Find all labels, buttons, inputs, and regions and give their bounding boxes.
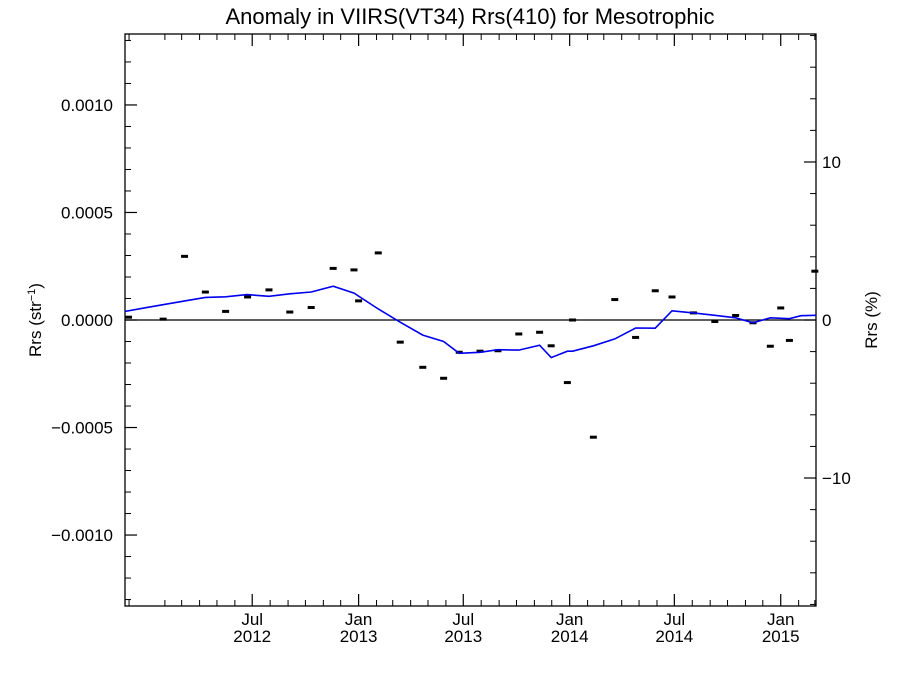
x-tick-month: Jul (452, 610, 474, 629)
data-point (440, 376, 448, 380)
data-point (329, 266, 337, 270)
y2-tick-label: −10 (822, 469, 851, 488)
data-point (201, 290, 209, 294)
plot-axes (124, 33, 817, 607)
series-line (124, 285, 817, 359)
x-tick-month: Jan (556, 610, 583, 629)
data-point (455, 350, 463, 354)
axis-ticks: 0.0010 0.0005 0.0000 −0.0005 −0.0010 10 0 −10 Ju… (51, 34, 851, 646)
x-tick-month: Jul (663, 610, 685, 629)
data-point (124, 315, 132, 319)
data-point (651, 289, 659, 293)
x-tick-month: Jul (241, 610, 263, 629)
data-point (766, 344, 774, 348)
x-tick-year: 2014 (655, 627, 693, 646)
data-point (547, 344, 555, 348)
data-point (811, 269, 819, 273)
x-tick-month: Jan (767, 610, 794, 629)
data-point (569, 318, 577, 322)
y-tick-label: −0.0005 (51, 419, 113, 438)
x-tick-month: Jan (345, 610, 372, 629)
y-tick-label: 0.0010 (61, 96, 113, 115)
y2-axis-label: Rrs (%) (862, 291, 881, 349)
data-point (396, 340, 404, 344)
chart-title: Anomaly in VIIRS(VT34) Rrs(410) for Meso… (225, 4, 714, 29)
data-point (159, 317, 167, 321)
y2-tick-label: 10 (822, 153, 841, 172)
data-point (563, 381, 571, 385)
x-tick-year: 2013 (340, 627, 378, 646)
data-point (419, 365, 427, 369)
x-tick-year: 2013 (444, 627, 482, 646)
data-point (711, 320, 719, 324)
data-point (265, 288, 273, 292)
y-axis-label: Rrs (str−1) (26, 283, 45, 357)
data-point (632, 335, 640, 339)
data-point (222, 309, 230, 313)
x-tick-year: 2015 (762, 627, 800, 646)
y-tick-label: −0.0010 (51, 526, 113, 545)
data-point (668, 295, 676, 299)
data-point (307, 306, 315, 310)
data-point (611, 298, 619, 302)
data-point (181, 254, 189, 258)
data-point (494, 349, 502, 353)
y2-tick-label: 0 (822, 311, 831, 330)
x-tick-year: 2014 (551, 627, 589, 646)
data-point (476, 349, 484, 353)
data-point (350, 268, 358, 272)
data-point (374, 251, 382, 255)
data-point (536, 330, 544, 334)
data-point (589, 435, 597, 439)
data-point (286, 310, 294, 314)
data-point (355, 299, 363, 303)
y-tick-label: 0.0000 (61, 311, 113, 330)
data-point (777, 306, 785, 310)
data-point (732, 313, 740, 317)
data-point (785, 338, 793, 342)
series-layer (124, 251, 819, 439)
y-tick-label: 0.0005 (61, 203, 113, 222)
x-tick-year: 2012 (233, 627, 271, 646)
data-point (244, 295, 252, 299)
data-point (515, 332, 523, 336)
